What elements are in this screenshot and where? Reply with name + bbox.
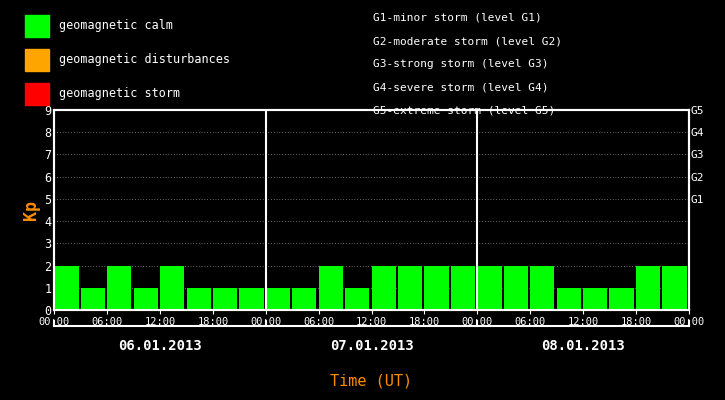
Bar bbox=[213, 288, 237, 310]
Text: geomagnetic disturbances: geomagnetic disturbances bbox=[59, 54, 231, 66]
Bar bbox=[451, 266, 475, 310]
Bar bbox=[663, 266, 687, 310]
Text: G4-severe storm (level G4): G4-severe storm (level G4) bbox=[373, 83, 549, 93]
Bar bbox=[477, 266, 502, 310]
Bar bbox=[583, 288, 608, 310]
Bar bbox=[636, 266, 660, 310]
Bar bbox=[80, 288, 105, 310]
Bar bbox=[504, 266, 528, 310]
Bar bbox=[398, 266, 422, 310]
Text: 07.01.2013: 07.01.2013 bbox=[330, 339, 413, 353]
Text: 08.01.2013: 08.01.2013 bbox=[541, 339, 625, 353]
Bar bbox=[557, 288, 581, 310]
Y-axis label: Kp: Kp bbox=[22, 200, 41, 220]
Text: 06.01.2013: 06.01.2013 bbox=[118, 339, 202, 353]
Bar bbox=[610, 288, 634, 310]
Bar bbox=[54, 266, 78, 310]
Bar bbox=[160, 266, 184, 310]
Bar bbox=[107, 266, 131, 310]
Bar bbox=[371, 266, 396, 310]
Bar bbox=[239, 288, 264, 310]
Bar bbox=[266, 288, 290, 310]
Text: G1-minor storm (level G1): G1-minor storm (level G1) bbox=[373, 13, 542, 23]
Bar bbox=[292, 288, 317, 310]
Text: geomagnetic calm: geomagnetic calm bbox=[59, 20, 173, 32]
Text: Time (UT): Time (UT) bbox=[331, 373, 413, 388]
Bar bbox=[345, 288, 369, 310]
Text: G2-moderate storm (level G2): G2-moderate storm (level G2) bbox=[373, 36, 563, 46]
Bar bbox=[319, 266, 343, 310]
Bar bbox=[133, 288, 158, 310]
Bar bbox=[424, 266, 449, 310]
Bar bbox=[186, 288, 211, 310]
Bar bbox=[530, 266, 555, 310]
Text: G5-extreme storm (level G5): G5-extreme storm (level G5) bbox=[373, 106, 555, 116]
Text: G3-strong storm (level G3): G3-strong storm (level G3) bbox=[373, 60, 549, 70]
Text: geomagnetic storm: geomagnetic storm bbox=[59, 88, 181, 100]
